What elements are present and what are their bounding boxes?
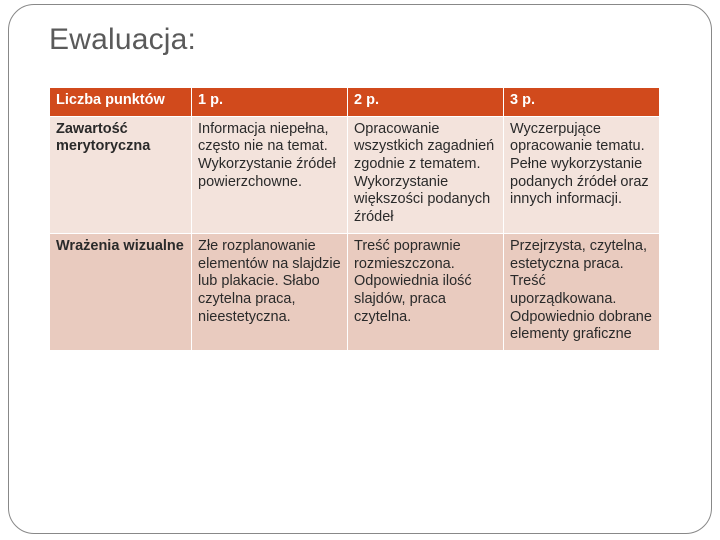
page-title: Ewaluacja: xyxy=(49,23,683,57)
cell-1p: Informacja niepełna, często nie na temat… xyxy=(192,116,348,233)
table-row: Zawartość merytoryczna Informacja niepeł… xyxy=(50,116,660,233)
cell-2p: Treść poprawnie rozmieszczona. Odpowiedn… xyxy=(348,233,504,350)
slide-frame: Ewaluacja: Liczba punktów 1 p. 2 p. 3 p.… xyxy=(8,4,712,534)
cell-3p: Wyczerpujące opracowanie tematu. Pełne w… xyxy=(504,116,660,233)
table-header-row: Liczba punktów 1 p. 2 p. 3 p. xyxy=(50,88,660,117)
cell-2p: Opracowanie wszystkich zagadnień zgodnie… xyxy=(348,116,504,233)
row-label: Zawartość merytoryczna xyxy=(50,116,192,233)
col-header-label: Liczba punktów xyxy=(50,88,192,117)
row-label: Wrażenia wizualne xyxy=(50,233,192,350)
cell-1p: Złe rozplanowanie elementów na slajdzie … xyxy=(192,233,348,350)
table-row: Wrażenia wizualne Złe rozplanowanie elem… xyxy=(50,233,660,350)
col-header-3p: 3 p. xyxy=(504,88,660,117)
rubric-table: Liczba punktów 1 p. 2 p. 3 p. Zawartość … xyxy=(49,87,660,351)
col-header-1p: 1 p. xyxy=(192,88,348,117)
cell-3p: Przejrzysta, czytelna, estetyczna praca.… xyxy=(504,233,660,350)
col-header-2p: 2 p. xyxy=(348,88,504,117)
